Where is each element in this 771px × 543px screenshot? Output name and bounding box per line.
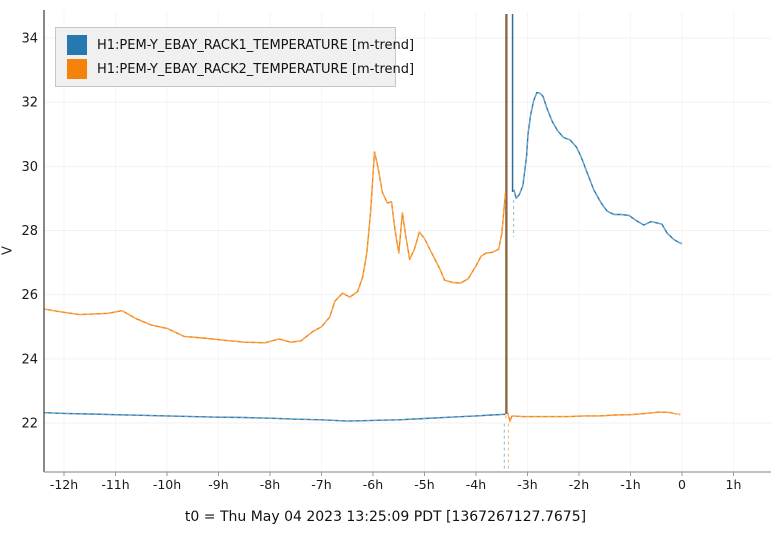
y-tick-label: 24: [21, 352, 38, 367]
rack2-trace: [43, 151, 507, 344]
x-tick-label: -8h: [260, 477, 280, 492]
rack2-trace-end-dot: [678, 413, 681, 416]
rack2-trace-dash-overlay: [44, 151, 506, 344]
x-tick-label: -6h: [363, 477, 383, 492]
x-tick-label: -1h: [620, 477, 640, 492]
x-tick-label: -5h: [414, 477, 434, 492]
y-axis-label: V: [0, 246, 16, 255]
x-tick-label: 0: [678, 477, 686, 492]
y-tick-label: 32: [21, 96, 38, 111]
legend-item-rack1: H1:PEM-Y_EBAY_RACK1_TEMPERATURE [m-trend…: [67, 35, 414, 55]
rack1-trace-end-dot: [679, 242, 683, 245]
x-tick-label: -4h: [466, 477, 486, 492]
y-tick-label: 22: [21, 417, 38, 432]
rack1-trace: [513, 91, 681, 244]
x-tick-label: -9h: [208, 477, 228, 492]
rack1-trace-dash-overlay: [44, 412, 505, 422]
legend-label-rack2: H1:PEM-Y_EBAY_RACK2_TEMPERATURE [m-trend…: [97, 61, 415, 77]
x-tick-label: -10h: [153, 477, 181, 492]
x-tick-label: -11h: [101, 477, 129, 492]
legend-label-rack1: H1:PEM-Y_EBAY_RACK1_TEMPERATURE [m-trend…: [97, 37, 415, 53]
rack1-trace-dash-overlay: [513, 91, 680, 244]
x-tick-label: -2h: [569, 477, 589, 492]
x-tick-label: -12h: [50, 477, 78, 492]
x-tick-label: -3h: [517, 477, 537, 492]
t0-caption: t0 = Thu May 04 2023 13:25:09 PDT [13672…: [184, 509, 587, 525]
y-tick-label: 28: [21, 224, 38, 239]
rack1-color-swatch-icon: [67, 35, 87, 55]
y-tick-label: 26: [21, 288, 38, 303]
y-tick-label: 34: [21, 32, 38, 47]
rack2-color-swatch-icon: [67, 59, 87, 79]
legend: H1:PEM-Y_EBAY_RACK1_TEMPERATURE [m-trend…: [55, 27, 414, 87]
legend-item-rack2: H1:PEM-Y_EBAY_RACK2_TEMPERATURE [m-trend…: [67, 59, 414, 79]
x-tick-label: 1h: [726, 477, 742, 492]
rack1-trace: [43, 412, 506, 422]
rack2-trace-dash-overlay: [507, 411, 678, 424]
y-tick-label: 30: [21, 160, 38, 175]
x-tick-label: -7h: [311, 477, 331, 492]
